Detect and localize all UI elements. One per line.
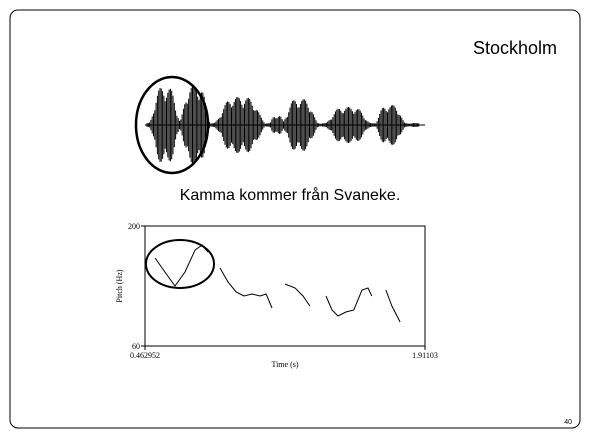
pitch-line (154, 244, 401, 323)
y-tick-label: 200 (128, 222, 140, 231)
x-axis-label: Time (s) (271, 360, 298, 369)
y-tick-label: 60 (132, 342, 140, 351)
caption: Kamma kommer från Svaneke. (180, 186, 401, 204)
pitch-highlight (145, 239, 215, 289)
slide-border (9, 9, 581, 429)
slide-title: Stockholm (473, 38, 557, 58)
plot-frame (144, 225, 426, 347)
wave-highlight (134, 75, 210, 175)
pitch-chart: 60 200 0.462952 1.91103 (128, 222, 438, 360)
x-tick-label: 1.91103 (412, 351, 438, 360)
page-number: 40 (564, 419, 572, 426)
x-tick-label: 0.462952 (130, 351, 160, 360)
y-axis-label: Pitch (Hz) (115, 269, 124, 302)
